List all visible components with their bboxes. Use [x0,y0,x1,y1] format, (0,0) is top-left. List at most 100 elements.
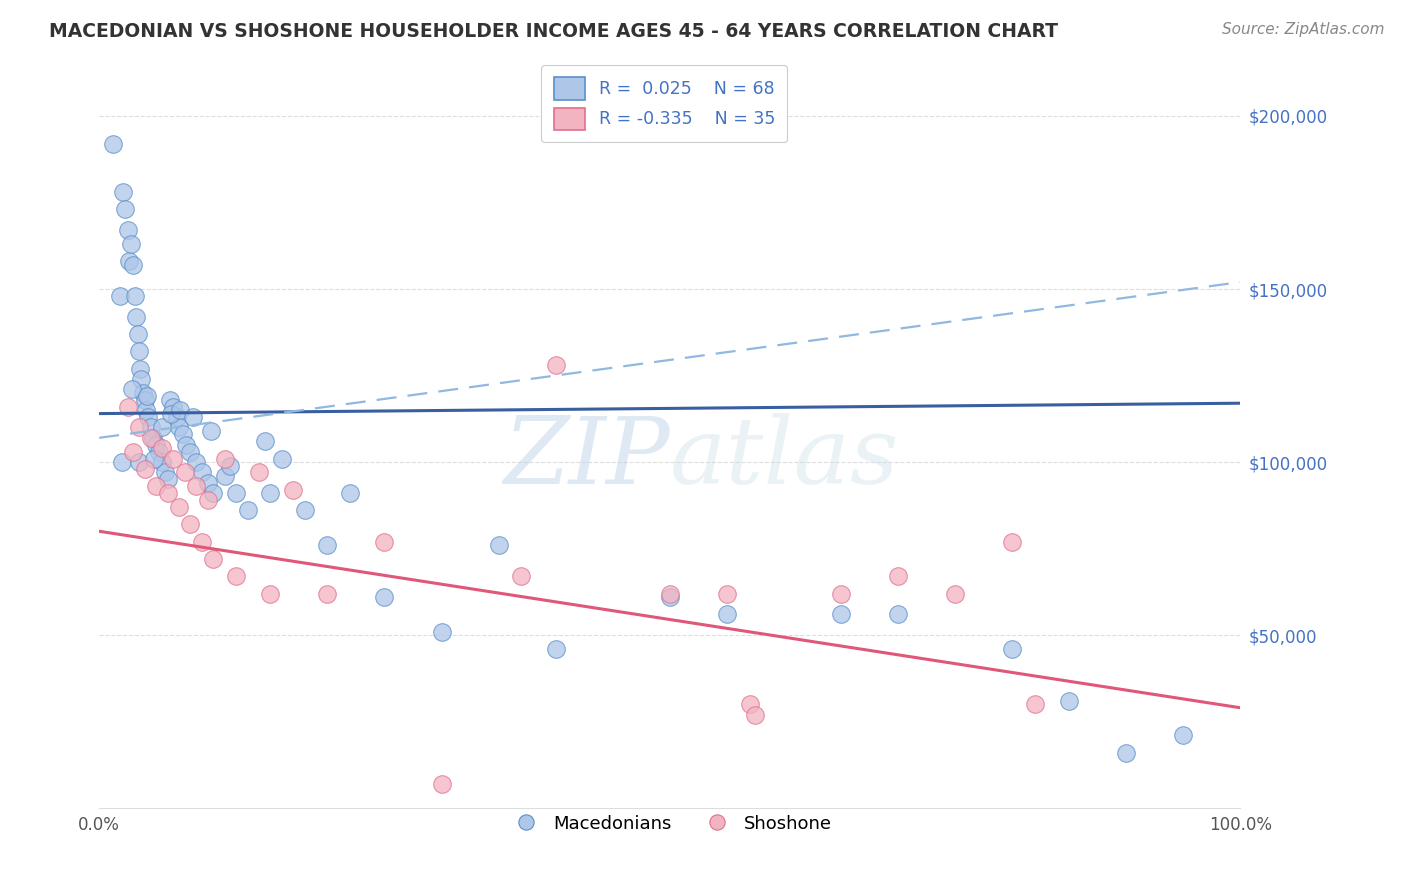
Point [131,372,153,386]
Point [1001,534,1024,549]
Point [128,455,150,469]
Point [121,383,143,397]
Point [373,534,395,549]
Point [830,607,852,622]
Point [108,289,131,303]
Point [114,202,136,217]
Point [744,707,766,722]
Point [156,472,179,486]
Point [202,486,225,500]
Point [373,590,395,604]
Point [167,420,190,434]
Point [166,410,188,425]
Point [122,258,145,272]
Point [887,569,910,583]
Point [283,483,305,497]
Point [150,455,173,469]
Point [173,466,195,480]
Point [214,451,236,466]
Point [143,451,166,466]
Point [225,569,247,583]
Point [1115,746,1137,760]
Point [186,455,208,469]
Point [179,517,201,532]
Point [172,427,194,442]
Point [488,538,510,552]
Point [202,552,225,566]
Point [174,438,197,452]
Point [142,431,165,445]
Point [1001,641,1024,656]
Text: atlas: atlas [669,413,900,503]
Text: MACEDONIAN VS SHOSHONE HOUSEHOLDER INCOME AGES 45 - 64 YEARS CORRELATION CHART: MACEDONIAN VS SHOSHONE HOUSEHOLDER INCOM… [49,22,1059,41]
Point [658,586,681,600]
Point [135,403,157,417]
Point [181,410,204,425]
Point [139,431,162,445]
Point [316,586,339,600]
Point [197,475,219,490]
Point [124,289,146,303]
Point [510,569,533,583]
Point [131,385,153,400]
Point [167,500,190,514]
Point [162,400,184,414]
Point [118,254,141,268]
Point [225,486,247,500]
Text: Source: ZipAtlas.com: Source: ZipAtlas.com [1222,22,1385,37]
Point [129,361,152,376]
Point [150,420,173,434]
Text: ZIP: ZIP [503,413,669,503]
Point [179,444,201,458]
Point [316,538,339,552]
Point [430,624,453,639]
Point [253,434,276,449]
Point [294,503,316,517]
Point [128,420,150,434]
Point [127,326,149,341]
Point [136,410,159,425]
Point [339,486,361,500]
Point [139,420,162,434]
Point [716,586,738,600]
Point [134,462,156,476]
Point [270,451,292,466]
Point [544,358,567,372]
Point [197,493,219,508]
Point [259,586,281,600]
Point [155,466,177,480]
Point [160,407,183,421]
Point [111,455,134,469]
Point [1024,698,1046,712]
Point [112,185,135,199]
Point [122,444,145,458]
Point [148,444,170,458]
Point [101,136,124,151]
Point [716,607,738,622]
Point [162,451,184,466]
Point [214,469,236,483]
Point [145,479,167,493]
Point [887,607,910,622]
Point [200,424,222,438]
Point [219,458,242,473]
Point [1057,694,1080,708]
Legend: Macedonians, Shoshone: Macedonians, Shoshone [501,807,839,840]
Point [117,400,139,414]
Point [145,438,167,452]
Point [125,310,148,324]
Point [658,590,681,604]
Point [943,586,966,600]
Point [259,486,281,500]
Point [120,237,142,252]
Point [430,777,453,791]
Point [236,503,259,517]
Point [128,344,150,359]
Point [150,441,173,455]
Point [186,479,208,493]
Point [830,586,852,600]
Point [134,392,156,407]
Point [169,403,191,417]
Point [136,389,159,403]
Point [191,466,214,480]
